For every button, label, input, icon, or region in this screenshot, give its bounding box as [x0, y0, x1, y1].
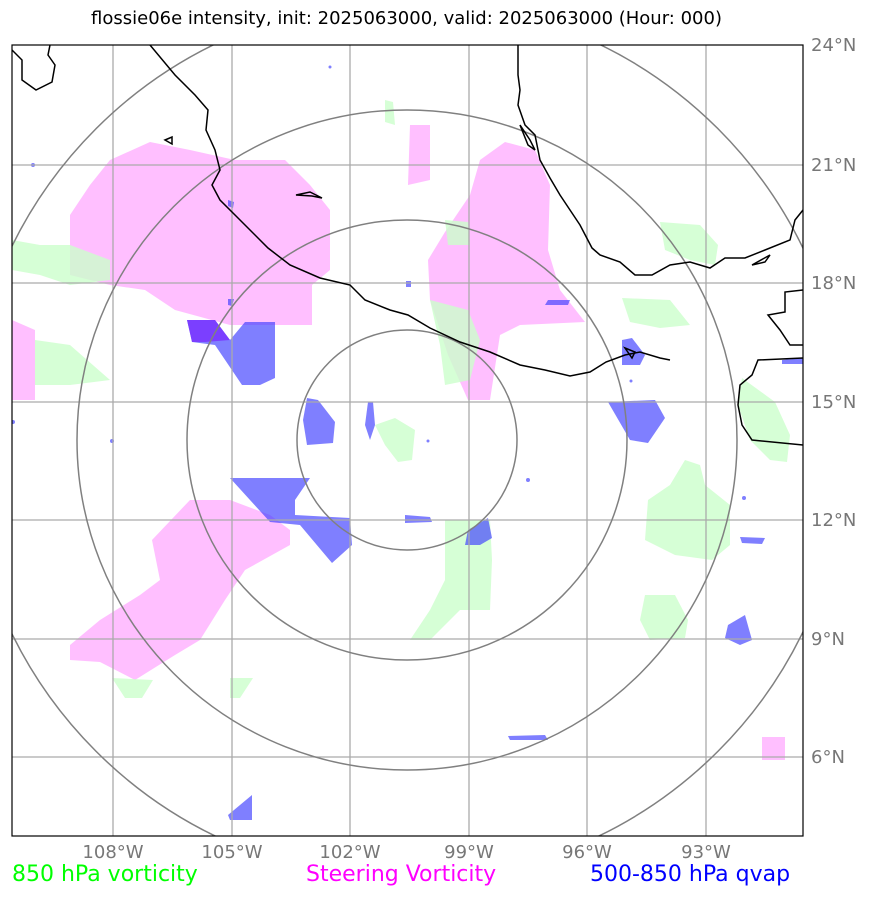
distance-rings [12, 45, 803, 836]
lon-label-108w: 108°W [82, 842, 143, 863]
legend-qvap: 500-850 hPa qvap [590, 862, 791, 887]
map-title: flossie06e intensity, init: 2025063000, … [91, 8, 722, 29]
legend-steering-vorticity: Steering Vorticity [306, 862, 497, 887]
lat-axis-labels: 24°N 21°N 18°N 15°N 12°N 9°N 6°N [811, 35, 856, 768]
plot-frame [11, 44, 804, 837]
lon-label-102w: 102°W [319, 842, 380, 863]
coastline [12, 45, 803, 446]
lat-label-18n: 18°N [811, 273, 856, 294]
lat-label-24n: 24°N [811, 35, 856, 56]
lat-label-12n: 12°N [811, 510, 856, 531]
vorticity-850-fill [12, 100, 790, 698]
lat-lon-grid [12, 45, 803, 836]
lat-label-6n: 6°N [811, 747, 845, 768]
legend-850-vorticity: 850 hPa vorticity [12, 862, 198, 887]
lon-label-105w: 105°W [201, 842, 262, 863]
lon-label-93w: 93°W [681, 842, 731, 863]
lon-label-96w: 96°W [562, 842, 612, 863]
lat-label-15n: 15°N [811, 392, 856, 413]
lat-label-9n: 9°N [811, 629, 845, 650]
lat-label-21n: 21°N [811, 155, 856, 176]
lon-axis-labels: 108°W 105°W 102°W 99°W 96°W 93°W [82, 842, 731, 863]
lon-label-99w: 99°W [444, 842, 494, 863]
